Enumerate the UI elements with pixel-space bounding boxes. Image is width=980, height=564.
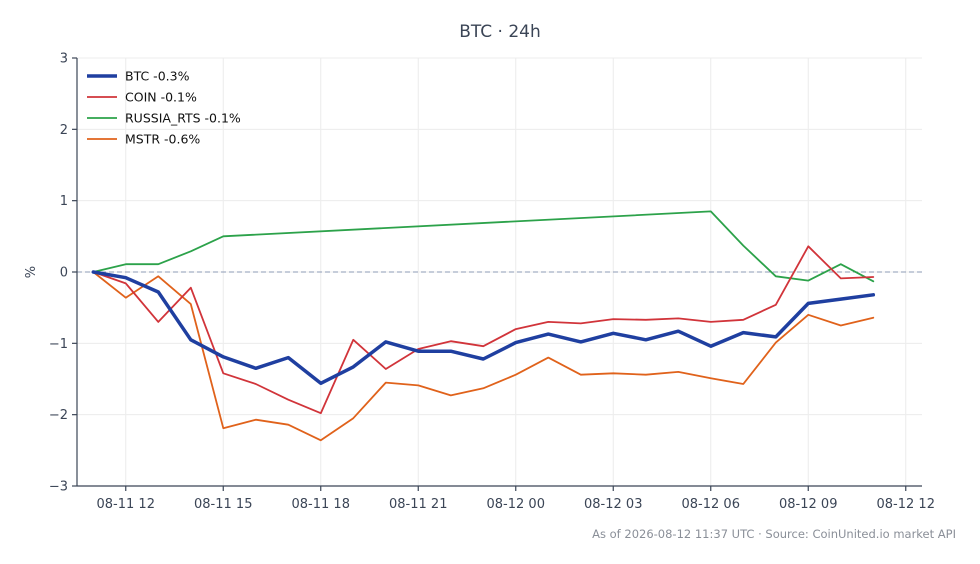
x-tick-label: 08-12 03: [584, 497, 642, 512]
y-tick-label: 1: [60, 194, 68, 209]
chart-title: BTC · 24h: [459, 22, 541, 42]
series-line-russia-rts: [92, 210, 875, 283]
y-tick-label: −3: [49, 480, 68, 495]
x-tick-label: 08-12 06: [682, 497, 740, 512]
legend-label: COIN -0.1%: [125, 90, 197, 105]
y-axis-ticks: −3 −2 −1 0 1 2 3: [49, 52, 77, 495]
y-tick-label: 2: [60, 123, 68, 138]
x-tick-label: 08-11 18: [292, 497, 350, 512]
series-line-coin: [92, 245, 875, 415]
x-tick-label: 08-11 15: [194, 497, 252, 512]
y-tick-label: 3: [60, 52, 68, 67]
y-tick-label: −2: [49, 408, 68, 423]
x-tick-label: 08-11 21: [389, 497, 447, 512]
y-tick-label: 0: [60, 266, 68, 281]
x-tick-label: 08-12 09: [779, 497, 837, 512]
x-axis-ticks: 08-11 12 08-11 15 08-11 18 08-11 21 08-12 00…: [97, 486, 935, 512]
legend-label: BTC -0.3%: [125, 69, 190, 84]
y-tick-label: −1: [49, 337, 68, 352]
source-footnote: As of 2026-08-12 11:37 UTC · Source: Coi…: [592, 527, 956, 541]
series-lines: [91, 210, 876, 442]
y-axis-label: %: [24, 266, 39, 278]
x-tick-label: 08-11 12: [97, 497, 155, 512]
legend-label: RUSSIA_RTS -0.1%: [125, 111, 241, 126]
x-tick-label: 08-12 00: [487, 497, 545, 512]
series-line-btc: [91, 270, 876, 386]
legend: BTC -0.3% COIN -0.1% RUSSIA_RTS -0.1% MSTR …: [87, 69, 241, 147]
legend-label: MSTR -0.6%: [125, 132, 200, 147]
x-tick-label: 08-12 12: [877, 497, 935, 512]
series-line-mstr: [92, 271, 875, 442]
